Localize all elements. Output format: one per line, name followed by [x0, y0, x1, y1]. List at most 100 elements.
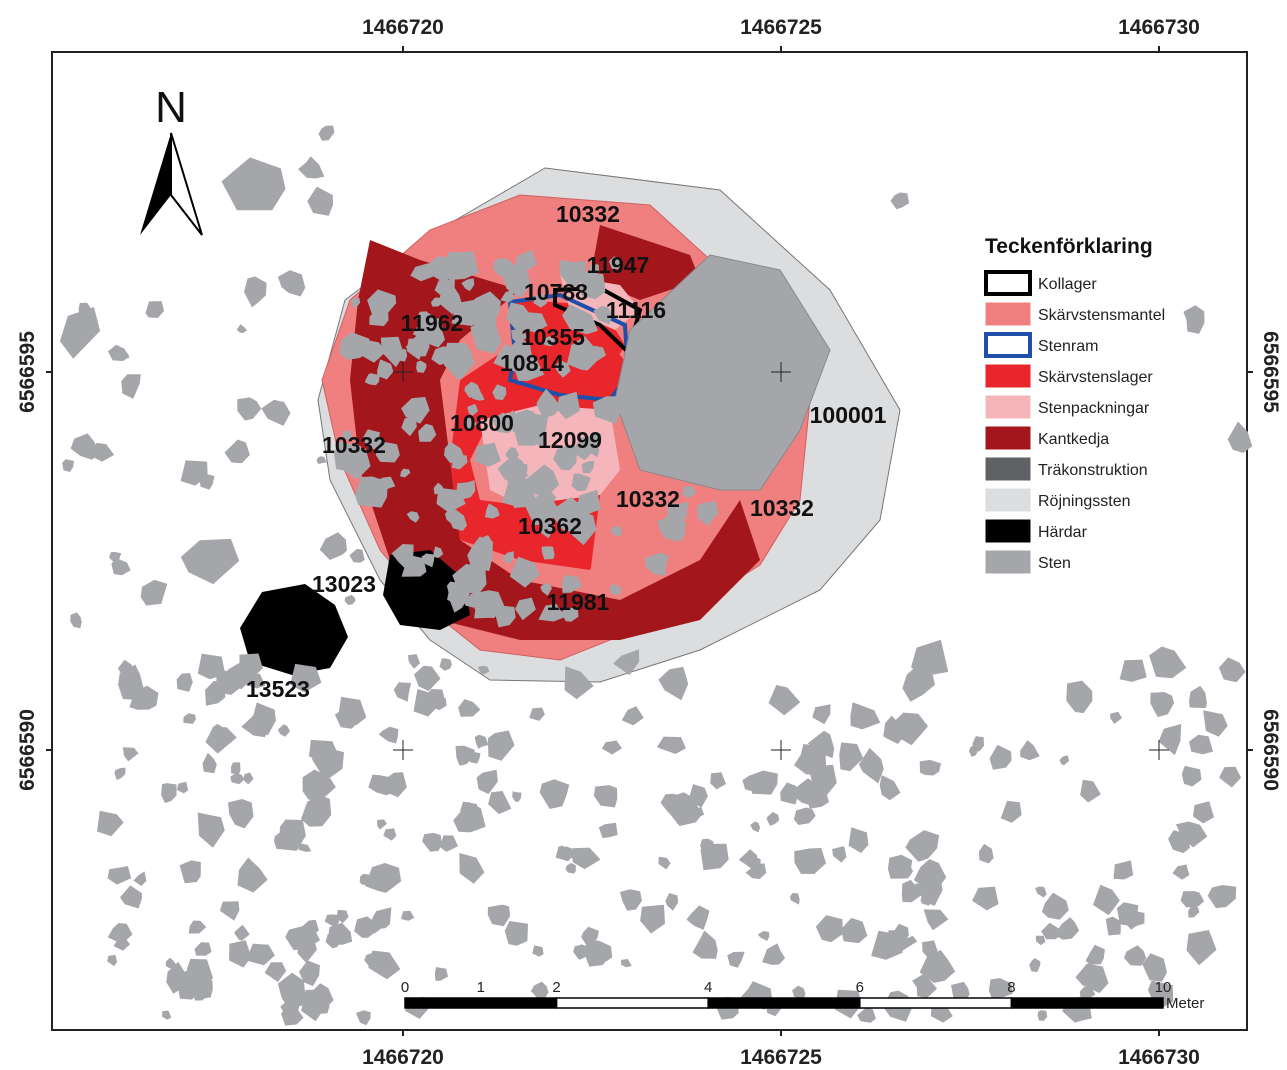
stone [1113, 860, 1134, 880]
stone [290, 663, 322, 693]
legend-label: Träkonstruktion [1038, 462, 1148, 479]
x-coord-bottom-2: 1466725 [740, 1046, 822, 1069]
stone [107, 955, 118, 967]
stone [316, 456, 327, 464]
stone [394, 349, 408, 362]
stone [922, 940, 938, 959]
stone [911, 639, 949, 677]
stone [839, 742, 864, 772]
stone [485, 503, 500, 519]
stone [1041, 922, 1065, 940]
legend-label: Röjningssten [1038, 493, 1131, 510]
stone [543, 336, 557, 347]
stone [608, 256, 621, 270]
stone [523, 464, 560, 495]
stone [700, 838, 715, 854]
scale-label: 2 [552, 979, 560, 996]
stone [539, 779, 570, 809]
stone [592, 396, 623, 424]
y-coord-right-1: 6566595 [1259, 331, 1282, 413]
stone [277, 724, 290, 737]
stone [640, 904, 665, 934]
stone [228, 799, 254, 829]
stone [378, 726, 399, 744]
scale-segment [707, 997, 861, 1009]
stone [793, 807, 816, 825]
stone [342, 430, 353, 440]
stone [369, 907, 392, 930]
stone [905, 935, 918, 946]
legend: Teckenförklaring Kollager Skärvstensmante… [984, 235, 1165, 574]
stone [202, 752, 217, 774]
stone [500, 290, 515, 303]
stone [452, 564, 487, 595]
stone [644, 552, 669, 576]
stone [425, 318, 443, 333]
stone [133, 871, 147, 886]
stone [581, 926, 599, 947]
stone [221, 157, 286, 211]
stone [301, 795, 332, 827]
stone [107, 923, 133, 943]
feature-label: 10800 [450, 410, 514, 436]
stone [297, 938, 317, 963]
stone [972, 736, 985, 752]
stone [501, 261, 532, 299]
stone [541, 546, 555, 560]
stone [841, 917, 868, 944]
stone [474, 442, 501, 467]
stone [710, 772, 726, 790]
scale-segment [1010, 997, 1164, 1009]
scale-label: 8 [1007, 979, 1015, 996]
stone [205, 680, 226, 706]
stone [434, 279, 455, 302]
stone [812, 704, 831, 725]
stone [220, 901, 240, 921]
stone [365, 863, 402, 893]
x-coord-bottom-1: 1466720 [362, 1046, 444, 1069]
stone [474, 734, 489, 749]
stone [369, 434, 385, 449]
stone [367, 289, 397, 320]
y-coord-left-2: 6566590 [16, 709, 39, 791]
stone [165, 957, 177, 970]
stone [118, 664, 145, 701]
stone [113, 937, 131, 951]
stone [465, 418, 477, 431]
legend-label: Sten [1038, 555, 1071, 572]
feature-label: 10355 [521, 324, 585, 350]
stone [620, 889, 642, 911]
stone [253, 702, 276, 736]
feature-labels: 10332 11947 10788 11116 11962 10355 1081… [246, 201, 887, 702]
stone [556, 391, 581, 420]
stone [742, 776, 758, 792]
stone [234, 924, 250, 941]
stone [318, 125, 335, 141]
stone [447, 251, 479, 281]
stone [442, 344, 475, 381]
edge-chain [350, 240, 760, 640]
legend-swatch [985, 519, 1031, 543]
stone [901, 879, 923, 903]
stone [1172, 864, 1190, 880]
stone [602, 740, 622, 755]
stone [662, 512, 684, 537]
feature-label: 11947 [587, 252, 650, 278]
stone [467, 536, 493, 572]
stone [301, 919, 319, 937]
stone [451, 299, 481, 326]
feature-label: 10332 [616, 486, 680, 512]
stone [237, 397, 262, 421]
y-coord-left-1: 6566595 [16, 331, 39, 413]
stone [571, 435, 595, 461]
stone [336, 909, 349, 924]
legend-label: Stenram [1038, 338, 1098, 355]
stone [588, 264, 599, 276]
stone [1119, 659, 1147, 682]
stone [989, 744, 1012, 770]
stone [850, 702, 881, 730]
stone [588, 940, 613, 962]
stone [978, 843, 994, 864]
stone [879, 775, 901, 801]
